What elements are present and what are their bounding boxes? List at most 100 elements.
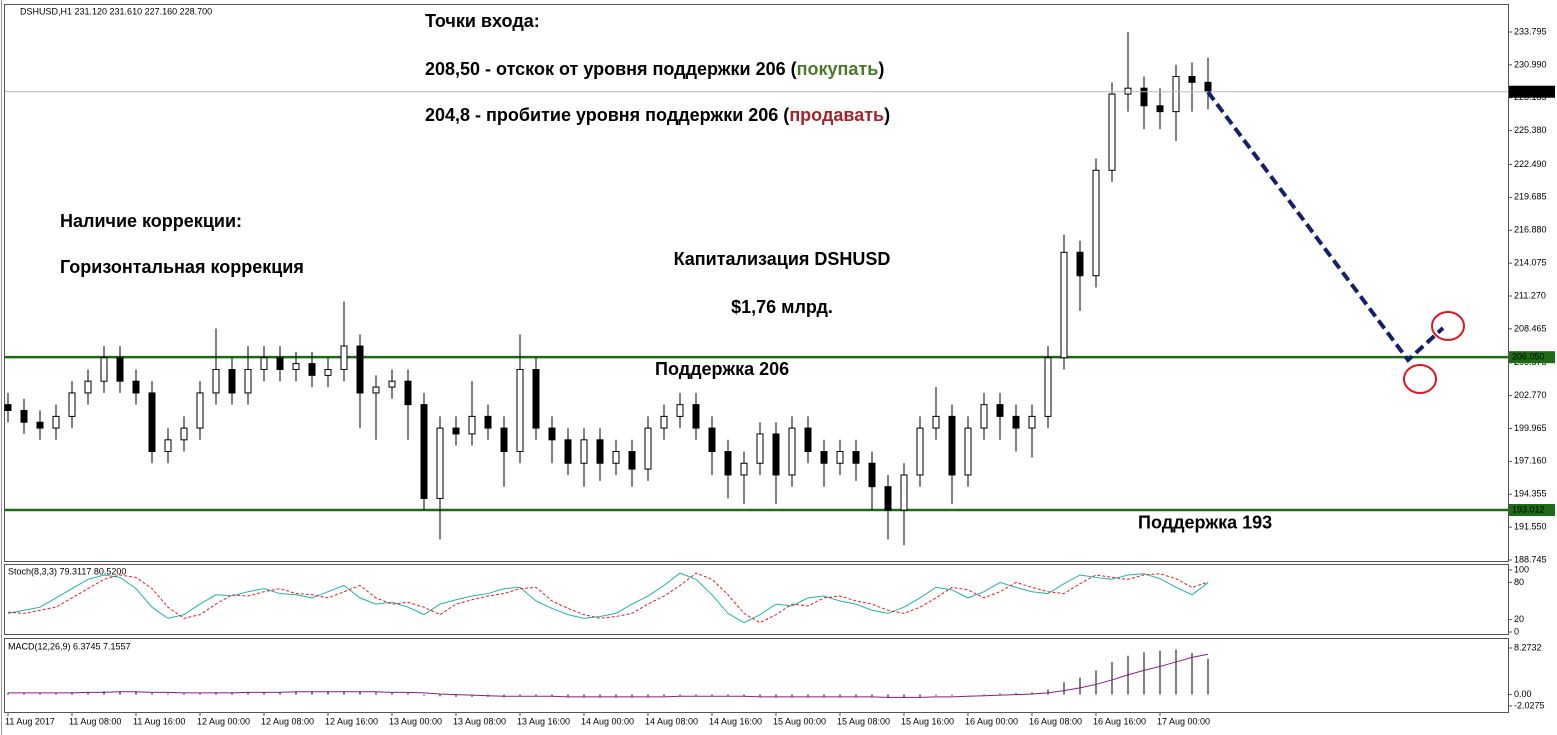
x-tick-label: 12 Aug 16:00 <box>325 716 378 726</box>
x-tick-label: 14 Aug 08:00 <box>645 716 698 726</box>
candle-body <box>388 380 396 388</box>
x-tick-label: 17 Aug 00:00 <box>1157 716 1210 726</box>
candle-body <box>756 433 764 464</box>
entry-text: 208,50 - отскок от уровня поддержки 206 … <box>425 59 797 79</box>
candle-body <box>676 404 684 417</box>
stoch-line <box>7 572 1209 624</box>
y-tick-label: -2.0275 <box>1514 700 1545 710</box>
candle-body <box>164 439 172 453</box>
candle-body <box>740 462 748 476</box>
candle-body <box>132 380 140 394</box>
candle-body <box>852 451 860 464</box>
x-tick-label: 13 Aug 08:00 <box>453 716 506 726</box>
y-tick-label: 191.550 <box>1514 521 1547 531</box>
candle-body <box>212 368 220 394</box>
forecast-path <box>1206 90 1445 363</box>
cap-title: Капитализация DSHUSD <box>674 249 891 269</box>
x-tick-label: 16 Aug 00:00 <box>965 716 1018 726</box>
candle-body <box>724 451 732 476</box>
candle-body <box>244 368 252 394</box>
candle-body <box>820 451 828 464</box>
y-tick-label: 194.355 <box>1514 489 1547 499</box>
forecast-drawing <box>1206 90 1465 394</box>
candle-body <box>1028 415 1036 429</box>
candle-body <box>116 357 124 382</box>
y-tick-label: 222.490 <box>1514 159 1547 169</box>
candle-body <box>1044 357 1052 417</box>
entry: 204,8 - пробитие уровня поддержки 206 (п… <box>425 105 890 125</box>
macd-info: MACD(12,26,9) 6.3745 7.1557 <box>8 641 131 651</box>
candle-body <box>532 368 540 429</box>
y-tick-label: 0.00 <box>1514 689 1532 699</box>
candle-body <box>1204 81 1212 93</box>
y-tick-label: 0 <box>1514 626 1519 636</box>
candle-body <box>276 357 284 370</box>
candle-body <box>1076 251 1084 277</box>
candle-body <box>980 404 988 429</box>
y-tick-label: 188.745 <box>1514 554 1547 564</box>
candle-body <box>692 404 700 429</box>
x-tick-label: 12 Aug 00:00 <box>197 716 250 726</box>
candle-body <box>420 404 428 499</box>
y-tick-label: 216.880 <box>1514 225 1547 235</box>
candle-body <box>324 368 332 376</box>
candle-body <box>404 380 412 406</box>
candle-body <box>836 451 844 464</box>
candle-body <box>948 415 956 476</box>
stoch-panel <box>4 564 1509 635</box>
x-tick-label: 13 Aug 16:00 <box>517 716 570 726</box>
candle-body <box>772 433 780 476</box>
candle-body <box>596 439 604 464</box>
candle-body <box>260 357 268 370</box>
x-tick-label: 15 Aug 08:00 <box>837 716 890 726</box>
candle-body <box>884 486 892 511</box>
target-circle <box>1403 364 1437 394</box>
x-tick-label: 15 Aug 00:00 <box>773 716 826 726</box>
y-tick-label: 80 <box>1514 577 1524 587</box>
entry-action: покупать <box>797 59 879 79</box>
y-tick-label: 219.685 <box>1514 192 1547 202</box>
candle-body <box>548 427 556 441</box>
candle-body <box>100 357 108 382</box>
candle-body <box>292 363 300 370</box>
candle-body <box>660 415 668 429</box>
candle-body <box>196 392 204 429</box>
candle-body <box>500 427 508 453</box>
candle-body <box>1108 93 1116 171</box>
candle-body <box>644 427 652 470</box>
correction-title: Наличие коррекции: <box>60 211 242 231</box>
candle-body <box>1140 87 1148 107</box>
price-tag-label: 206.050 <box>1512 352 1545 362</box>
cap-value: $1,76 млрд. <box>731 297 833 317</box>
candle-body <box>1092 169 1100 277</box>
macd-panel <box>4 638 1509 713</box>
candle-body <box>340 345 348 370</box>
candle-body <box>996 404 1004 417</box>
candle-body <box>564 439 572 464</box>
candle-body <box>900 474 908 511</box>
x-tick-label: 11 Aug 08:00 <box>69 716 121 726</box>
candle-body <box>628 451 636 470</box>
x-tick-label: 11 Aug 16:00 <box>133 716 185 726</box>
candle-body <box>356 345 364 394</box>
candle-body <box>916 427 924 476</box>
entry: 208,50 - отскок от уровня поддержки 206 … <box>425 59 884 79</box>
candle-body <box>516 368 524 453</box>
stoch-info: Stoch(8,3,3) 79.3117 80.5200 <box>8 566 126 576</box>
candle-body <box>4 404 12 412</box>
stoch-line <box>7 572 1209 624</box>
candle-body <box>708 427 716 453</box>
price-tag-label: 228.700 <box>1512 86 1545 96</box>
candle-body <box>484 415 492 429</box>
main-panel <box>4 4 1509 562</box>
y-tick-label: 233.795 <box>1514 26 1547 36</box>
candle-body <box>68 392 76 417</box>
price-tag-label: 193.012 <box>1512 504 1545 514</box>
y-tick-label: 211.270 <box>1514 290 1546 300</box>
y-tick-label: 20 <box>1514 614 1524 624</box>
macd-signal <box>8 653 1209 698</box>
entry-text: 204,8 - пробитие уровня поддержки 206 ( <box>425 105 789 125</box>
candle-body <box>932 415 940 429</box>
candle-body <box>36 421 44 429</box>
candle-body <box>1124 87 1132 95</box>
